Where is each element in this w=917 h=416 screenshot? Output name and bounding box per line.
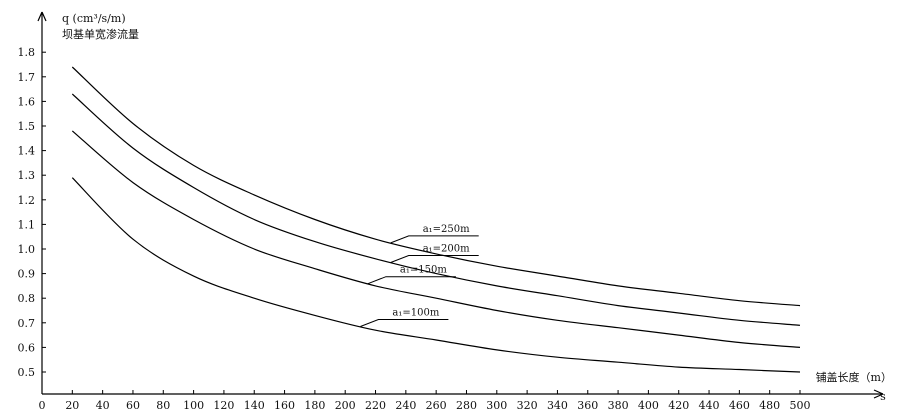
x-tick-label: 300 [486,399,507,412]
y-tick-label: 1.1 [18,218,36,231]
x-tick-label: 160 [274,399,295,412]
y-tick-label: 0.5 [18,366,36,379]
y-tick-label: 1.5 [18,120,36,133]
x-tick-label: 500 [790,399,811,412]
x-tick-label: 260 [426,399,447,412]
x-tick-label: 120 [213,399,234,412]
series-line-2 [71,93,801,326]
x-tick-label: 400 [638,399,659,412]
x-axis-arrow [873,389,884,399]
y-tick-label: 0.8 [18,292,36,305]
x-tick-label: 220 [365,399,386,412]
series-labels: a₁=250m a₁=200m a₁=150m a₁=100m [360,224,479,327]
series-lines [71,66,801,373]
y-tick-label: 1.8 [18,46,36,59]
y-tick-label: 0.6 [18,341,36,354]
series-label-1: a₁=250m [423,224,470,235]
axes [37,11,884,399]
series-line-4 [71,177,801,373]
y-axis-title: q (cm³/s/m) [62,12,126,25]
x-tick-label: 360 [577,399,598,412]
x-axis-title: 铺盖长度（m） [816,370,892,384]
x-tick-label: 340 [547,399,568,412]
x-tick-label: 20 [65,399,79,412]
x-tick-label: 320 [517,399,538,412]
y-axis-subtitle: 坝基单宽渗流量 [62,27,139,41]
y-tick-label: 1.7 [18,71,36,84]
y-tick-label: 0.9 [18,268,36,281]
x-tick-label: 240 [395,399,416,412]
x-tick-label: 180 [304,399,325,412]
x-tick-label: 60 [126,399,140,412]
y-tick-label: 1.6 [18,95,36,108]
ticks: 0 20 40 60 80 100 120 140 160 180 200 220 240 260 280 3… [18,46,811,412]
series-line-3 [71,130,801,348]
y-tick-label: 1.0 [18,243,36,256]
y-tick-label: 1.2 [18,194,36,207]
x-tick-label: 100 [183,399,204,412]
series-label-2: a₁=200m [423,244,470,255]
y-tick-label: 1.4 [18,145,36,158]
series-callout-4 [360,319,449,327]
series-label-4: a₁=100m [392,308,439,319]
series-line-1 [71,66,801,307]
x-tick-label: 80 [156,399,170,412]
x-tick-label: 420 [668,399,689,412]
series-label-3: a₁=150m [400,265,447,276]
x-axis-symbol: s [880,390,886,403]
y-tick-label: 1.3 [18,169,36,182]
x-tick-label: 280 [456,399,477,412]
x-tick-label: 480 [759,399,780,412]
y-tick-label: 0.7 [18,317,36,330]
series-callout-3 [367,276,456,285]
x-tick-label: 440 [699,399,720,412]
y-axis-arrow [37,11,47,22]
x-tick-label: 140 [244,399,265,412]
x-tick-label: 0 [39,399,46,412]
series-callout-2 [390,255,479,263]
x-tick-label: 380 [608,399,629,412]
x-tick-label: 460 [729,399,750,412]
series-callout-1 [390,235,479,244]
x-tick-label: 40 [96,399,110,412]
x-tick-label: 200 [335,399,356,412]
